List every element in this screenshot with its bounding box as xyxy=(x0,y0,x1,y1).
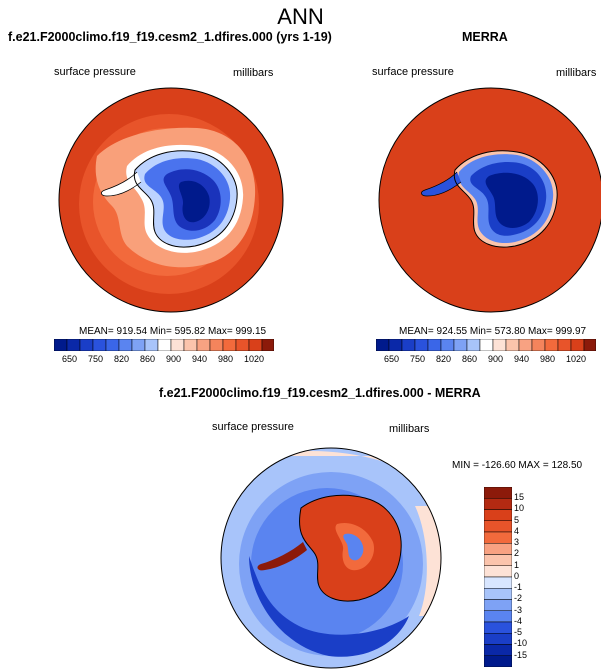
panel1-variable-label: surface pressure xyxy=(54,66,136,78)
panel2-cb-tick: 860 xyxy=(462,354,478,364)
panel3-peninsula xyxy=(257,542,307,571)
panel1-colorbar-labels: 650 750 820 860 900 940 980 1020 xyxy=(54,354,274,366)
panel3-pos-east xyxy=(415,506,441,616)
panel3-cb-tick: 4 xyxy=(514,526,520,536)
panel2-cb-tick: 750 xyxy=(410,354,426,364)
panel1-cb-tick: 650 xyxy=(62,354,78,364)
panel3-cb-tick: 5 xyxy=(514,515,520,525)
panel2-cb-tick: 820 xyxy=(436,354,452,364)
panel1-cb-tick: 750 xyxy=(88,354,104,364)
panel2-coastline xyxy=(453,150,558,248)
panel3-colorbar-labels: 15 10 5 4 3 2 1 0 -1 -2 -3 -4 -5 -10 -15 xyxy=(514,487,554,667)
figure-title: ANN xyxy=(277,4,324,29)
panel2-units-label: millibars xyxy=(556,67,597,79)
panel1-peninsula xyxy=(101,172,141,196)
panel1-map-border xyxy=(58,87,284,313)
panel2-title: MERRA xyxy=(462,30,508,44)
panel3-cb-tick: 3 xyxy=(514,537,520,547)
panel2-variable-label: surface pressure xyxy=(372,66,454,78)
panel2-peninsula-coast xyxy=(421,171,462,197)
panel2-cb-tick: 650 xyxy=(384,354,400,364)
panel1-cb-tick: 900 xyxy=(166,354,182,364)
panel1-cb-tick: 980 xyxy=(218,354,234,364)
panel2-cb-tick: 980 xyxy=(540,354,556,364)
panel2-peninsula xyxy=(421,172,461,196)
panel1-coastline xyxy=(133,150,238,248)
panel1-title: f.e21.F2000climo.f19_f19.cesm2_1.dfires.… xyxy=(8,30,332,44)
panel3-variable-label: surface pressure xyxy=(212,421,294,433)
panel3-colorbar xyxy=(484,487,512,667)
panel2-map xyxy=(378,87,601,313)
panel3-coastline xyxy=(299,494,402,602)
panel2-ice-core xyxy=(485,172,538,228)
panel3-units-label: millibars xyxy=(389,423,430,435)
panel3-cb-tick: -3 xyxy=(514,605,523,615)
panel2-cb-tick: 940 xyxy=(514,354,530,364)
panel3-cb-tick: -1 xyxy=(514,582,523,592)
panel1-cb-tick: 940 xyxy=(192,354,208,364)
panel2-colorbar xyxy=(376,339,596,351)
panel3-cb-tick: 15 xyxy=(514,492,525,502)
panel3-cb-tick: -10 xyxy=(514,638,528,648)
panel3-map-border xyxy=(220,447,442,669)
panel1-cb-tick: 820 xyxy=(114,354,130,364)
panel1-stats: MEAN= 919.54 Min= 595.82 Max= 999.15 xyxy=(79,326,267,337)
panel1-colorbar xyxy=(54,339,274,351)
panel1-cb-tick: 1020 xyxy=(244,354,265,364)
panel3-cb-tick: -5 xyxy=(514,627,523,637)
panel3-cb-tick: -15 xyxy=(514,650,528,660)
panel1-peninsula-coast xyxy=(101,171,142,197)
panel2-map-border xyxy=(378,87,601,313)
panel3-map xyxy=(220,447,442,669)
panel3-cb-tick: -4 xyxy=(514,616,523,626)
panel3-title: f.e21.F2000climo.f19_f19.cesm2_1.dfires.… xyxy=(159,386,481,400)
panel1-units-label: millibars xyxy=(233,67,274,79)
panel3-cb-tick: 2 xyxy=(514,548,520,558)
panel2-stats: MEAN= 924.55 Min= 573.80 Max= 999.97 xyxy=(399,326,587,337)
panel3-land-neg-streak xyxy=(343,533,364,561)
panel1-map xyxy=(58,87,284,313)
panel2-cb-tick: 900 xyxy=(488,354,504,364)
panel3-cb-tick: 1 xyxy=(514,560,520,570)
panel2-colorbar-labels: 650 750 820 860 900 940 980 1020 xyxy=(376,354,596,366)
panel3-cb-tick: 0 xyxy=(514,571,520,581)
panel1-cb-tick: 860 xyxy=(140,354,156,364)
panel1-ice-core xyxy=(178,180,210,223)
panel3-neg-band xyxy=(249,556,409,657)
panel2-cb-tick: 1020 xyxy=(566,354,587,364)
panel3-cb-tick: -2 xyxy=(514,593,523,603)
panel3-stats: MIN = -126.60 MAX = 128.50 xyxy=(452,460,583,471)
panel3-cb-tick: 10 xyxy=(514,503,525,513)
